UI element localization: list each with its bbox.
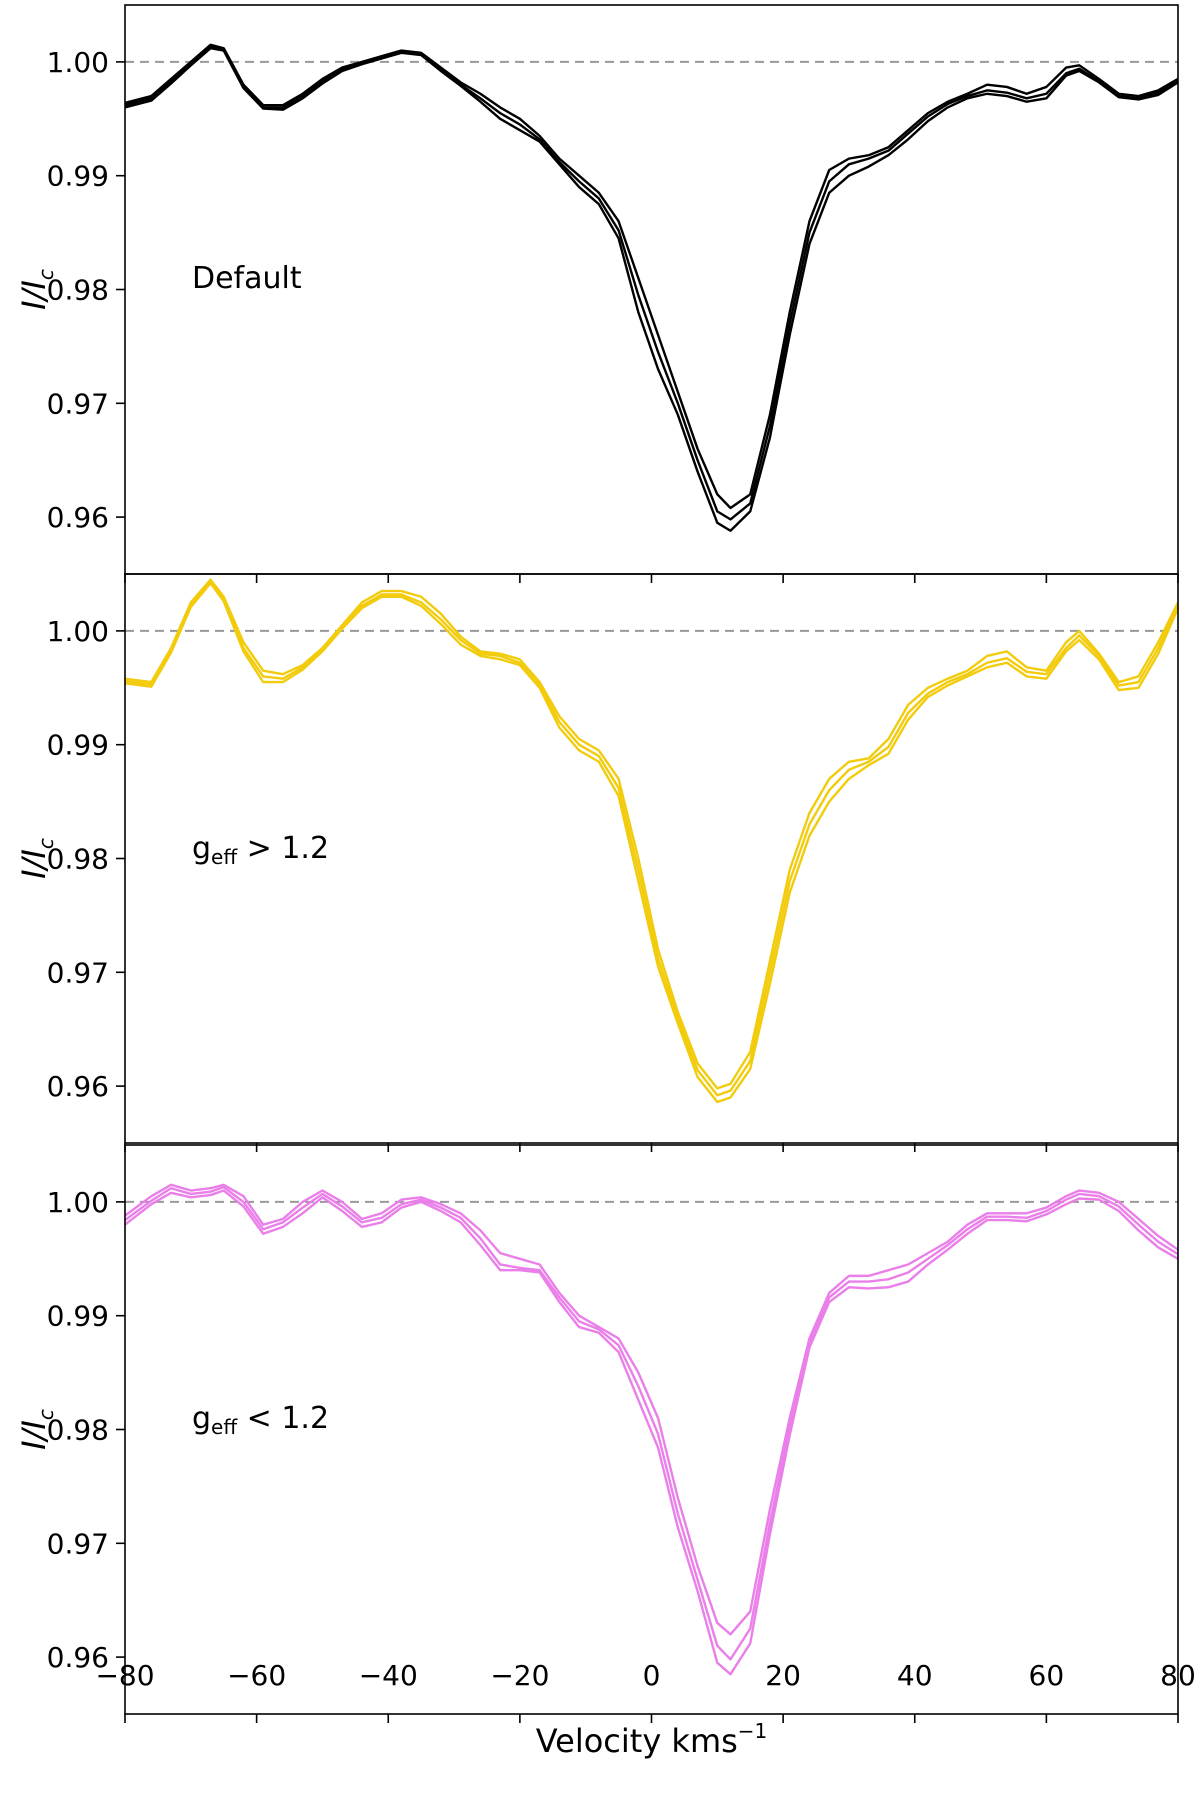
x-tick-label: 40 [897,1659,933,1692]
x-tick-label: 0 [643,1659,661,1692]
x-tick-label: −40 [359,1659,418,1692]
series-line-1 [124,578,1180,1090]
panel-2: 0.96 0.97 0.98 0.99 1.00 I/Ic geff > 1.2 [15,573,1180,1152]
series-line-3 [124,1189,1179,1676]
panel-annotation: geff < 1.2 [192,1401,329,1439]
y-axis-label: I/Ic [15,838,58,879]
x-tick-label: 60 [1029,1659,1065,1692]
series-line-1 [124,43,1179,510]
panel-1: 0.96 0.97 0.98 0.99 1.00 I/Ic Default [15,4,1179,583]
y-tick-label: 1.00 [47,46,109,79]
x-tick-label: 80 [1160,1659,1196,1692]
y-tick-label: 0.97 [47,387,109,420]
y-tick-label: 0.97 [47,956,109,989]
y-tick-label: 0.97 [47,1527,109,1560]
y-axis-label: I/Ic [15,1409,58,1450]
x-tick-label: −60 [227,1659,286,1692]
x-tick-label: 20 [765,1659,801,1692]
series-line-3 [124,581,1180,1104]
y-tick-label: 1.00 [47,1186,109,1219]
y-tick-label: 0.96 [47,501,109,534]
x-tick-label: −20 [490,1659,549,1692]
panel-annotation: geff > 1.2 [192,831,329,869]
y-axis-label: I/Ic [15,269,58,310]
y-tick-label: 0.99 [47,1300,109,1333]
series-line-2 [124,44,1179,521]
y-tick-label: 0.98 [47,274,109,307]
series-line-1 [124,1183,1179,1636]
y-tick-label: 0.98 [47,1414,109,1447]
y-tick-label: 0.96 [47,1641,109,1674]
x-axis: −80 −60 −40 −20 0 20 40 60 80 Velocity kms−1 [95,1659,1195,1760]
panel-3: 0.96 0.97 0.98 0.99 1.00 I/Ic geff < 1.2 [15,1144,1179,1723]
series-line-3 [124,47,1179,532]
y-tick-label: 0.99 [47,729,109,762]
y-tick-label: 0.99 [47,160,109,193]
x-tick-label: −80 [95,1659,154,1692]
y-tick-label: 0.96 [47,1070,109,1103]
x-axis-label: Velocity kms−1 [536,1719,768,1760]
y-tick-label: 0.98 [47,843,109,876]
series-line-2 [124,579,1180,1097]
y-tick-label: 1.00 [47,615,109,648]
series-line-2 [124,1185,1179,1661]
panel-annotation: Default [192,261,302,296]
